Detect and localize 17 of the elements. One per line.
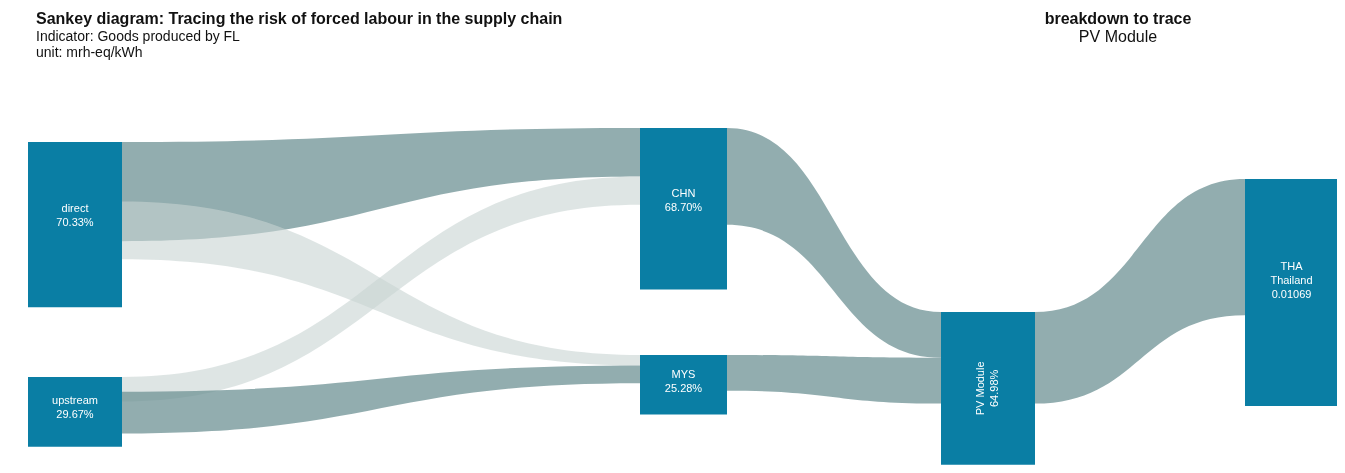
data-label: 29.67% <box>56 408 94 421</box>
category-label: upstream <box>52 394 98 407</box>
category-label: CHN <box>671 186 696 199</box>
data-label: 68.70% <box>664 200 703 213</box>
data-label: 64.98% <box>988 369 1001 408</box>
text: breakdown to trace <box>1043 10 1193 28</box>
text: Indicator: Goods produced by FL <box>36 28 241 44</box>
data-label: 25.28% <box>664 381 703 394</box>
text: unit: mrh-eq/kWh <box>36 44 144 60</box>
data-label: 0.01069 <box>1271 288 1312 301</box>
text: PV Module <box>1077 28 1159 46</box>
category-label: THA Thailand <box>1270 260 1313 287</box>
category-label: MYS <box>671 367 696 380</box>
category-label: direct <box>61 202 89 215</box>
category-label: PV Module <box>974 361 987 416</box>
data-label: 70.33% <box>56 216 94 229</box>
text: Sankey diagram: Tracing the risk of forced labour in the supply chain <box>36 10 563 28</box>
